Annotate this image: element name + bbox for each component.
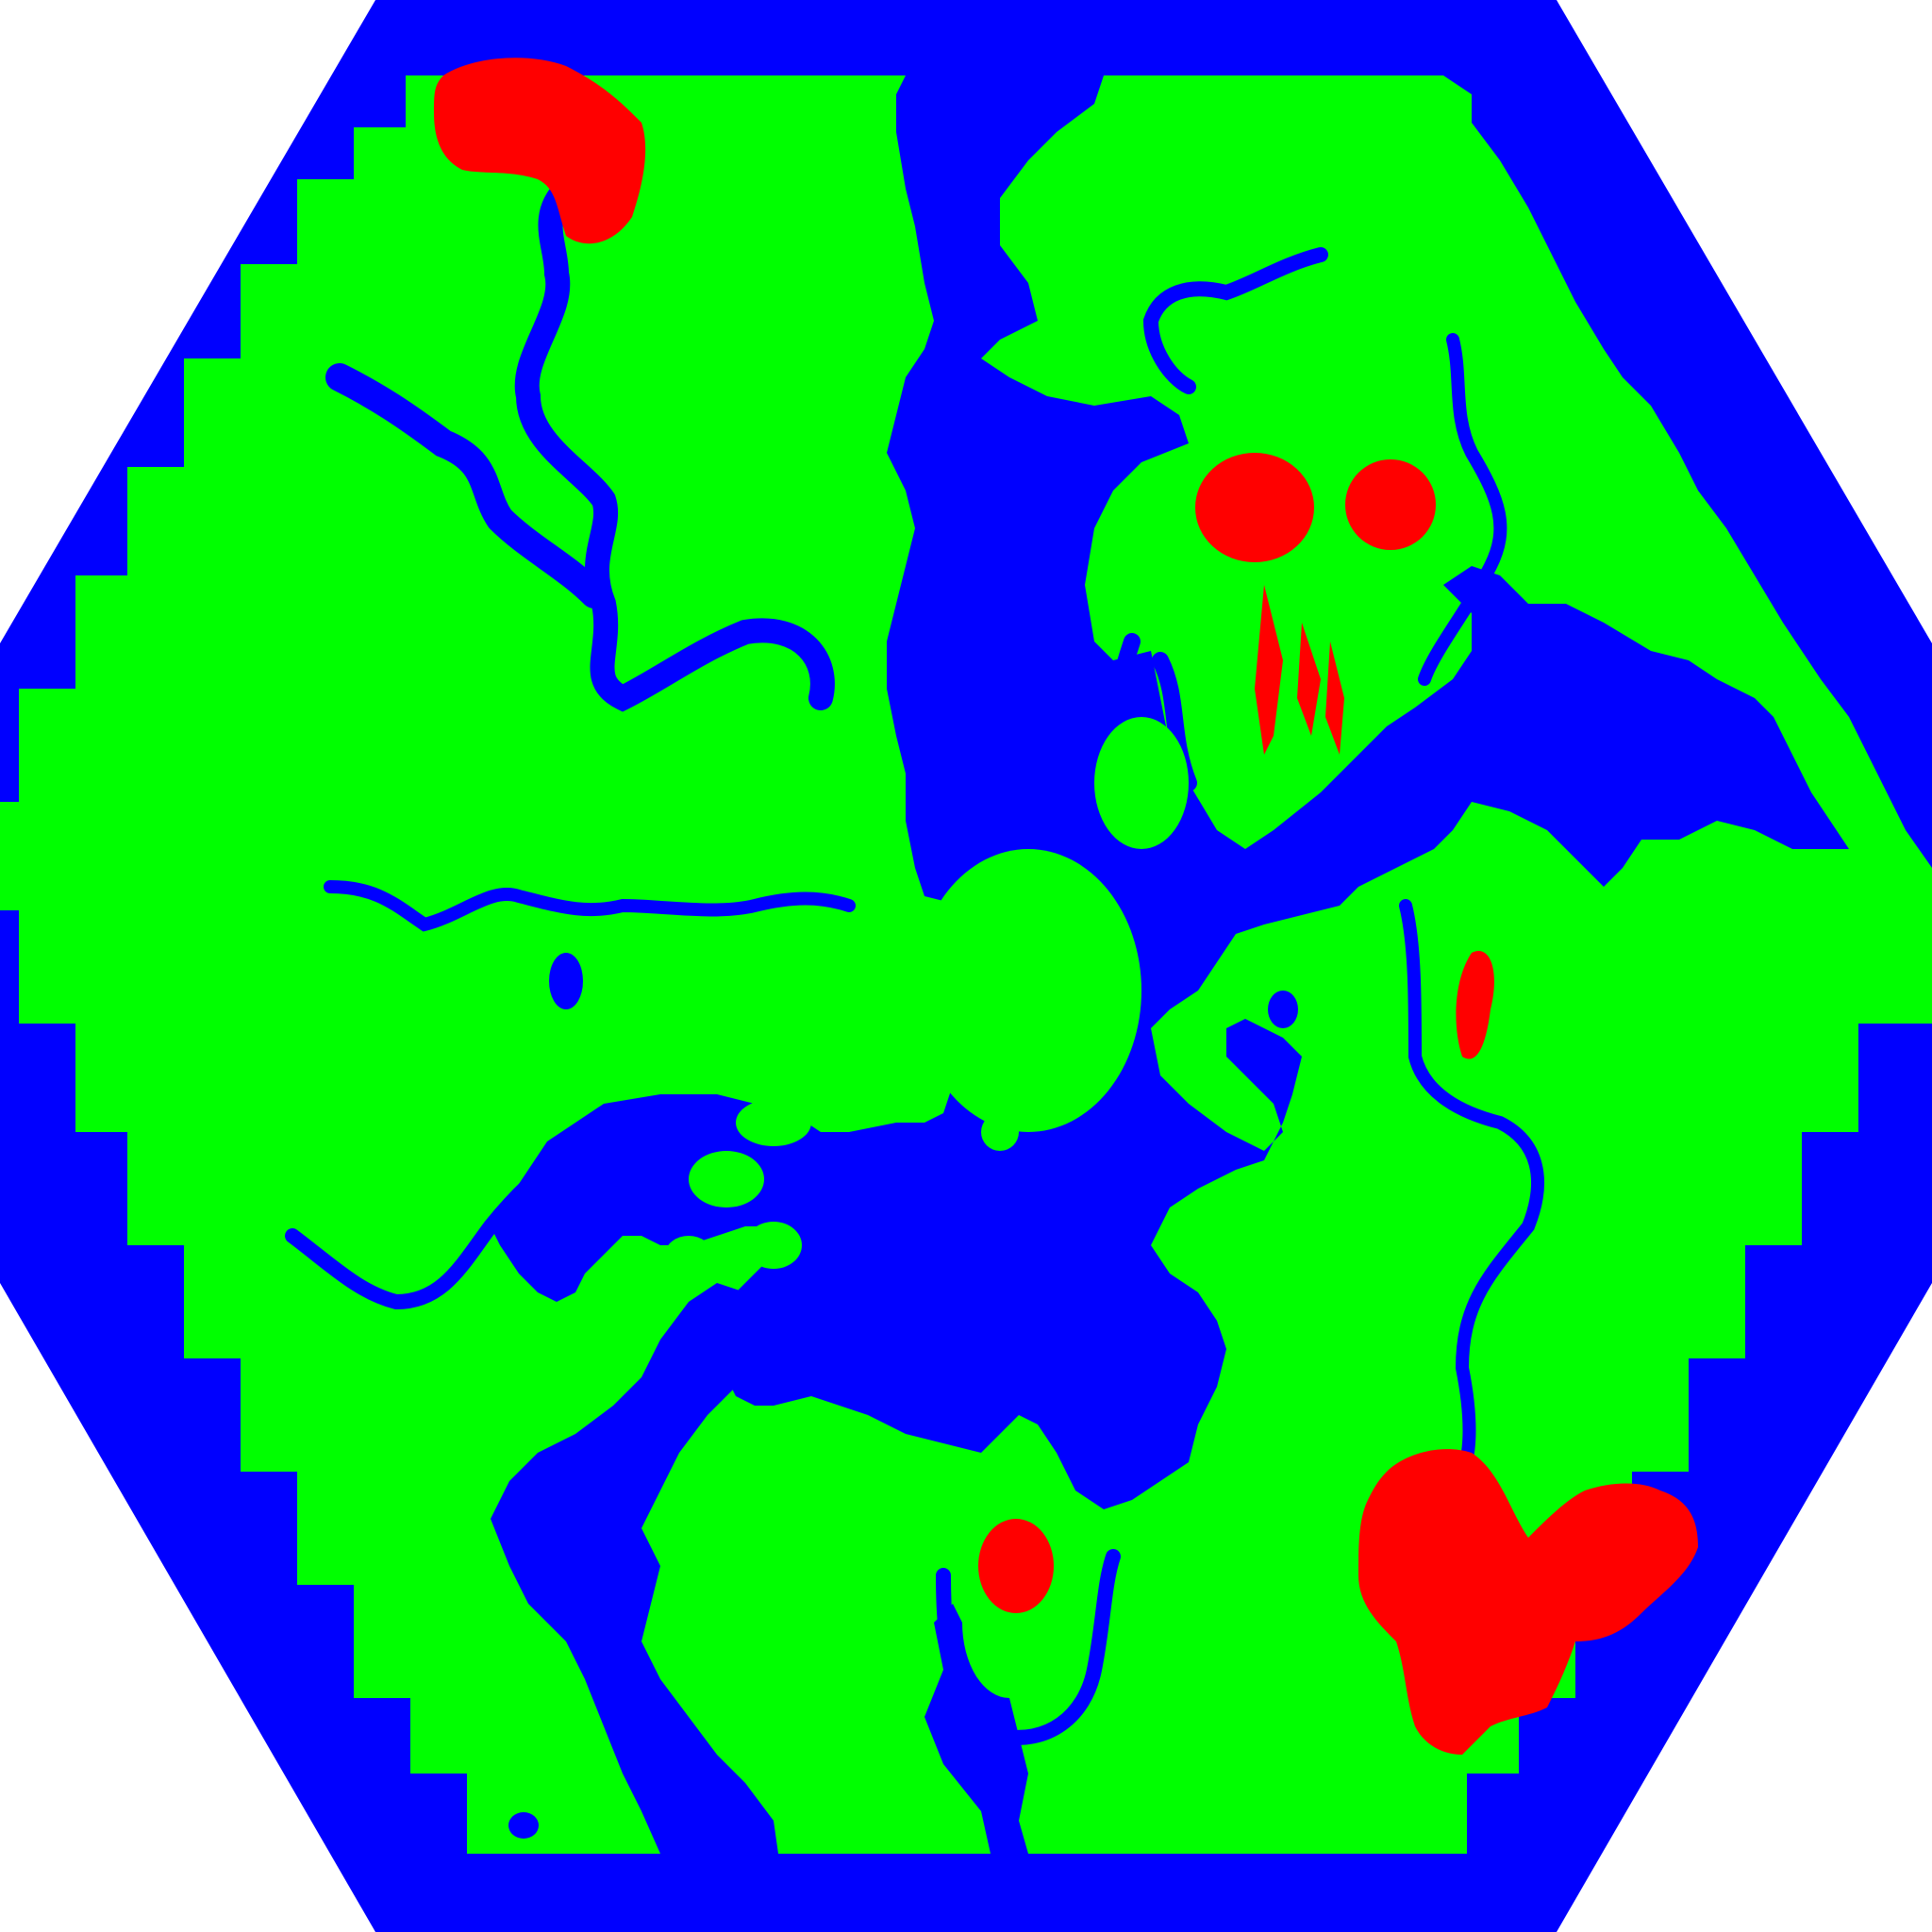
feature-region-north-1 [1195, 453, 1314, 562]
island [689, 1151, 764, 1208]
feature-region-northwest [434, 58, 646, 244]
island [915, 849, 1141, 1132]
river-north-east-branch [1142, 247, 1328, 394]
lake [1268, 991, 1298, 1028]
feature-region-south-center [978, 1519, 1054, 1613]
island [736, 1099, 811, 1146]
river-south-loop [936, 1549, 1121, 1745]
island [745, 1222, 802, 1269]
river-northwest [514, 176, 835, 712]
feature-region-southeast [1358, 1449, 1698, 1755]
island [981, 1113, 1019, 1151]
river-east [1399, 899, 1544, 1478]
river-west-middle [324, 880, 856, 932]
feature-regions [434, 58, 1698, 1755]
lake [508, 1812, 539, 1839]
lake [549, 953, 583, 1009]
river-west-lower [285, 1124, 611, 1310]
feature-strip-north [1255, 585, 1344, 755]
river-northeast [1418, 333, 1507, 686]
lake-group [508, 953, 1298, 1839]
feature-region-north-2 [1345, 459, 1436, 550]
feature-strip-east [1456, 951, 1494, 1059]
river-west-upper [325, 363, 608, 608]
island [665, 1236, 712, 1274]
island [1094, 717, 1189, 849]
